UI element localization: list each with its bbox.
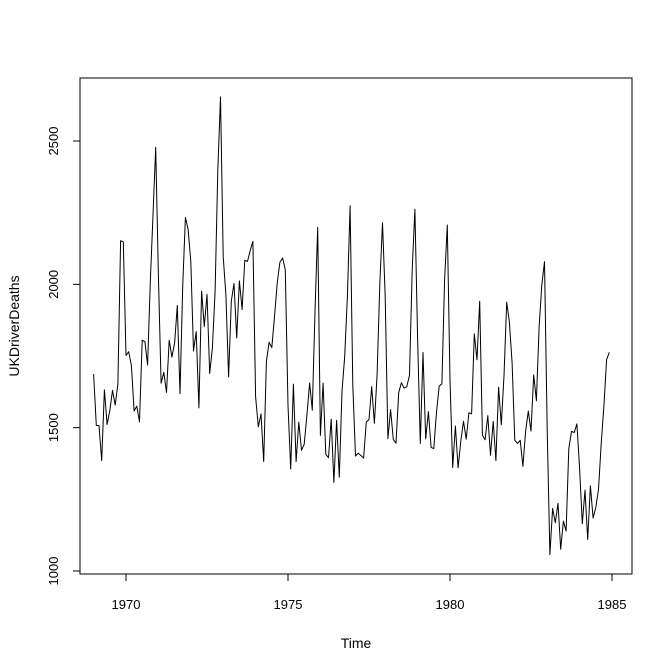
x-axis-title: Time <box>341 635 372 651</box>
y-axis-title: UKDriverDeaths <box>6 275 22 376</box>
x-tick-label: 1970 <box>112 597 141 612</box>
series-line <box>93 96 610 556</box>
x-tick-label: 1980 <box>436 597 465 612</box>
y-axis: 1000 1500 2000 2500 <box>46 127 81 586</box>
y-tick-label: 1500 <box>46 413 61 442</box>
y-tick-label: 1000 <box>46 557 61 586</box>
y-tick-label: 2000 <box>46 270 61 299</box>
x-axis: 1970 1975 1980 1985 <box>112 573 627 612</box>
y-tick-label: 2500 <box>46 127 61 156</box>
x-tick-label: 1985 <box>598 597 627 612</box>
x-tick-label: 1975 <box>274 597 303 612</box>
series-layer <box>93 96 610 556</box>
